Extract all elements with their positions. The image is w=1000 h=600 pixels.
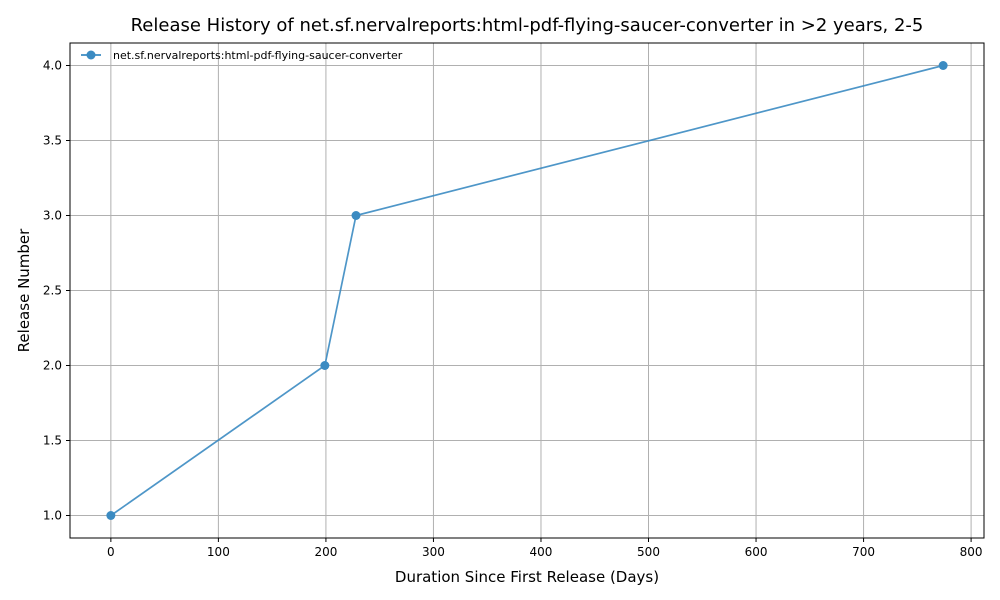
x-tick-label: 500: [637, 545, 660, 559]
data-point: [938, 61, 948, 70]
x-tick-label: 0: [107, 545, 115, 559]
y-tick-label: 2.5: [43, 284, 62, 298]
y-tick-label: 3.5: [43, 134, 62, 148]
x-tick-label: 600: [745, 545, 768, 559]
x-tick-label: 100: [207, 545, 230, 559]
chart-title: Release History of net.sf.nervalreports:…: [131, 15, 924, 36]
series-layer: [106, 61, 948, 520]
x-tick-label: 300: [422, 545, 445, 559]
grid-lines: [70, 43, 984, 538]
y-axis-ticks: 1.0 1.5 2.0 2.5 3.0 3.5 4.0: [43, 59, 70, 523]
x-tick-label: 200: [314, 545, 337, 559]
x-tick-label: 400: [530, 545, 553, 559]
plot-frame: [69, 42, 985, 539]
legend-label: net.sf.nervalreports:html-pdf-flying-sau…: [113, 49, 403, 62]
y-axis-label: Release Number: [15, 228, 33, 352]
y-tick-label: 4.0: [43, 59, 62, 73]
legend-marker: [86, 50, 96, 60]
x-axis-label: Duration Since First Release (Days): [395, 568, 659, 586]
y-tick-label: 2.0: [43, 359, 62, 373]
y-tick-label: 1.5: [43, 434, 62, 448]
x-tick-label: 700: [852, 545, 875, 559]
legend: net.sf.nervalreports:html-pdf-flying-sau…: [81, 49, 403, 62]
y-tick-label: 1.0: [43, 509, 62, 523]
data-point: [351, 211, 361, 220]
x-axis-ticks: 0 100 200 300 400 500 600 700 800: [107, 538, 983, 559]
x-tick-label: 800: [960, 545, 983, 559]
data-point: [106, 511, 116, 520]
y-tick-label: 3.0: [43, 209, 62, 223]
data-point: [320, 361, 330, 370]
series-line: [110, 64, 944, 517]
